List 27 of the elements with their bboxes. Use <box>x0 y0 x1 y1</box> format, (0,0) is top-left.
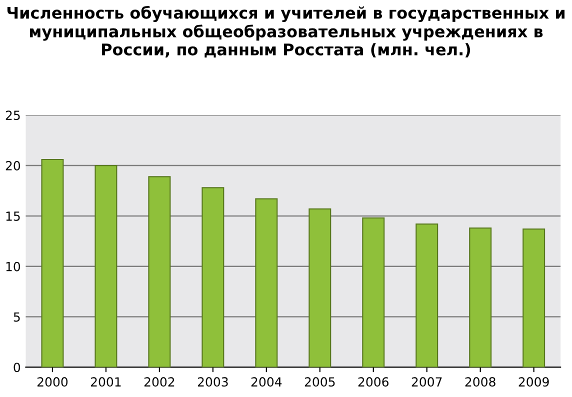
bar <box>41 158 64 368</box>
chart-title: Численность обучающихся и учителей в государственных и муниципальных общеобразовательных учреждениях в России, по данным Росстата (млн. чел.) <box>7 6 564 58</box>
x-tick-label: 2006 <box>358 377 388 387</box>
x-tick-label: 2000 <box>37 377 68 387</box>
y-tick-label: 10 <box>6 262 20 272</box>
bar <box>469 228 492 368</box>
y-tick-label: 5 <box>14 312 20 322</box>
x-tick-label: 2007 <box>412 377 442 387</box>
x-tick-label: 2008 <box>465 377 496 387</box>
bar <box>255 198 278 368</box>
x-tick-label: 2009 <box>518 377 549 387</box>
bar <box>202 187 224 368</box>
bar <box>362 217 385 368</box>
bar <box>94 164 118 368</box>
x-tick-label: 2001 <box>90 377 121 387</box>
y-tick-label: 15 <box>6 212 20 221</box>
bar <box>148 176 171 368</box>
x-tick-label: 2004 <box>251 377 282 387</box>
x-tick-label: 2002 <box>144 377 174 387</box>
y-tick-label: 25 <box>6 110 20 120</box>
x-tick-label: 2005 <box>304 377 335 387</box>
x-tick-label: 2003 <box>198 377 228 387</box>
bar <box>416 223 438 368</box>
bar <box>522 228 546 368</box>
y-tick-label: 0 <box>14 362 20 372</box>
bar <box>308 208 332 368</box>
y-tick-label: 20 <box>6 161 20 170</box>
